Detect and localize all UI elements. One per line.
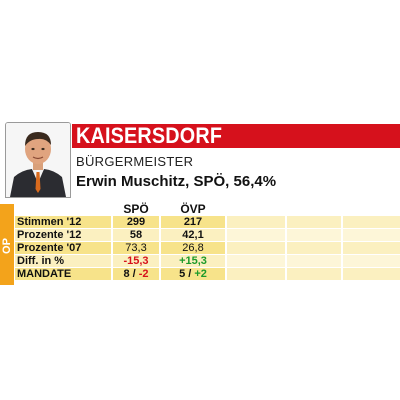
table-row: Diff. in % -15,3 +15,3 xyxy=(15,255,400,268)
value-spo: 73,3 xyxy=(125,242,147,254)
side-tab-label: OP xyxy=(1,238,13,254)
portrait-illustration xyxy=(6,123,70,197)
value-ovp: 217 xyxy=(183,216,203,228)
table-row-mandate: MANDATE 8 / -2 5 / +2 xyxy=(15,268,400,281)
value-spo-diff: -15,3 xyxy=(123,255,149,267)
table-row: Prozente '07 73,3 26,8 xyxy=(15,242,400,255)
row-label: Prozente '12 xyxy=(17,229,82,241)
municipality-title: KAISERSDORF xyxy=(76,123,223,148)
title-band xyxy=(72,124,400,148)
value-ovp: 26,8 xyxy=(182,242,204,254)
table-row: Prozente '12 58 42,1 xyxy=(15,229,400,242)
row-label: Diff. in % xyxy=(17,255,65,267)
column-header-spo: SPÖ xyxy=(123,202,149,216)
row-label: Stimmen '12 xyxy=(17,216,82,228)
column-header-ovp: ÖVP xyxy=(180,202,206,216)
table-row: Stimmen '12 299 217 xyxy=(15,216,400,229)
value-ovp: 42,1 xyxy=(182,229,204,241)
mandate-ovp: 5 / +2 xyxy=(179,268,207,280)
results-table: SPÖ ÖVP Stimmen '12 299 217 Prozente '12… xyxy=(15,202,400,285)
election-result-card: KAISERSDORF BÜRGERMEISTER Erwin Muschitz… xyxy=(0,121,400,285)
row-label: MANDATE xyxy=(17,268,72,280)
table-header: SPÖ ÖVP xyxy=(15,202,400,216)
mayor-photo xyxy=(5,122,71,198)
mandate-spo: 8 / -2 xyxy=(123,268,149,280)
side-tab xyxy=(0,204,14,285)
mayor-name-result: Erwin Muschitz, SPÖ, 56,4% xyxy=(76,173,277,190)
row-label: Prozente '07 xyxy=(17,242,82,254)
value-ovp-diff: +15,3 xyxy=(179,255,207,267)
value-spo: 299 xyxy=(126,216,146,228)
value-spo: 58 xyxy=(129,229,143,241)
office-label: BÜRGERMEISTER xyxy=(76,154,194,169)
